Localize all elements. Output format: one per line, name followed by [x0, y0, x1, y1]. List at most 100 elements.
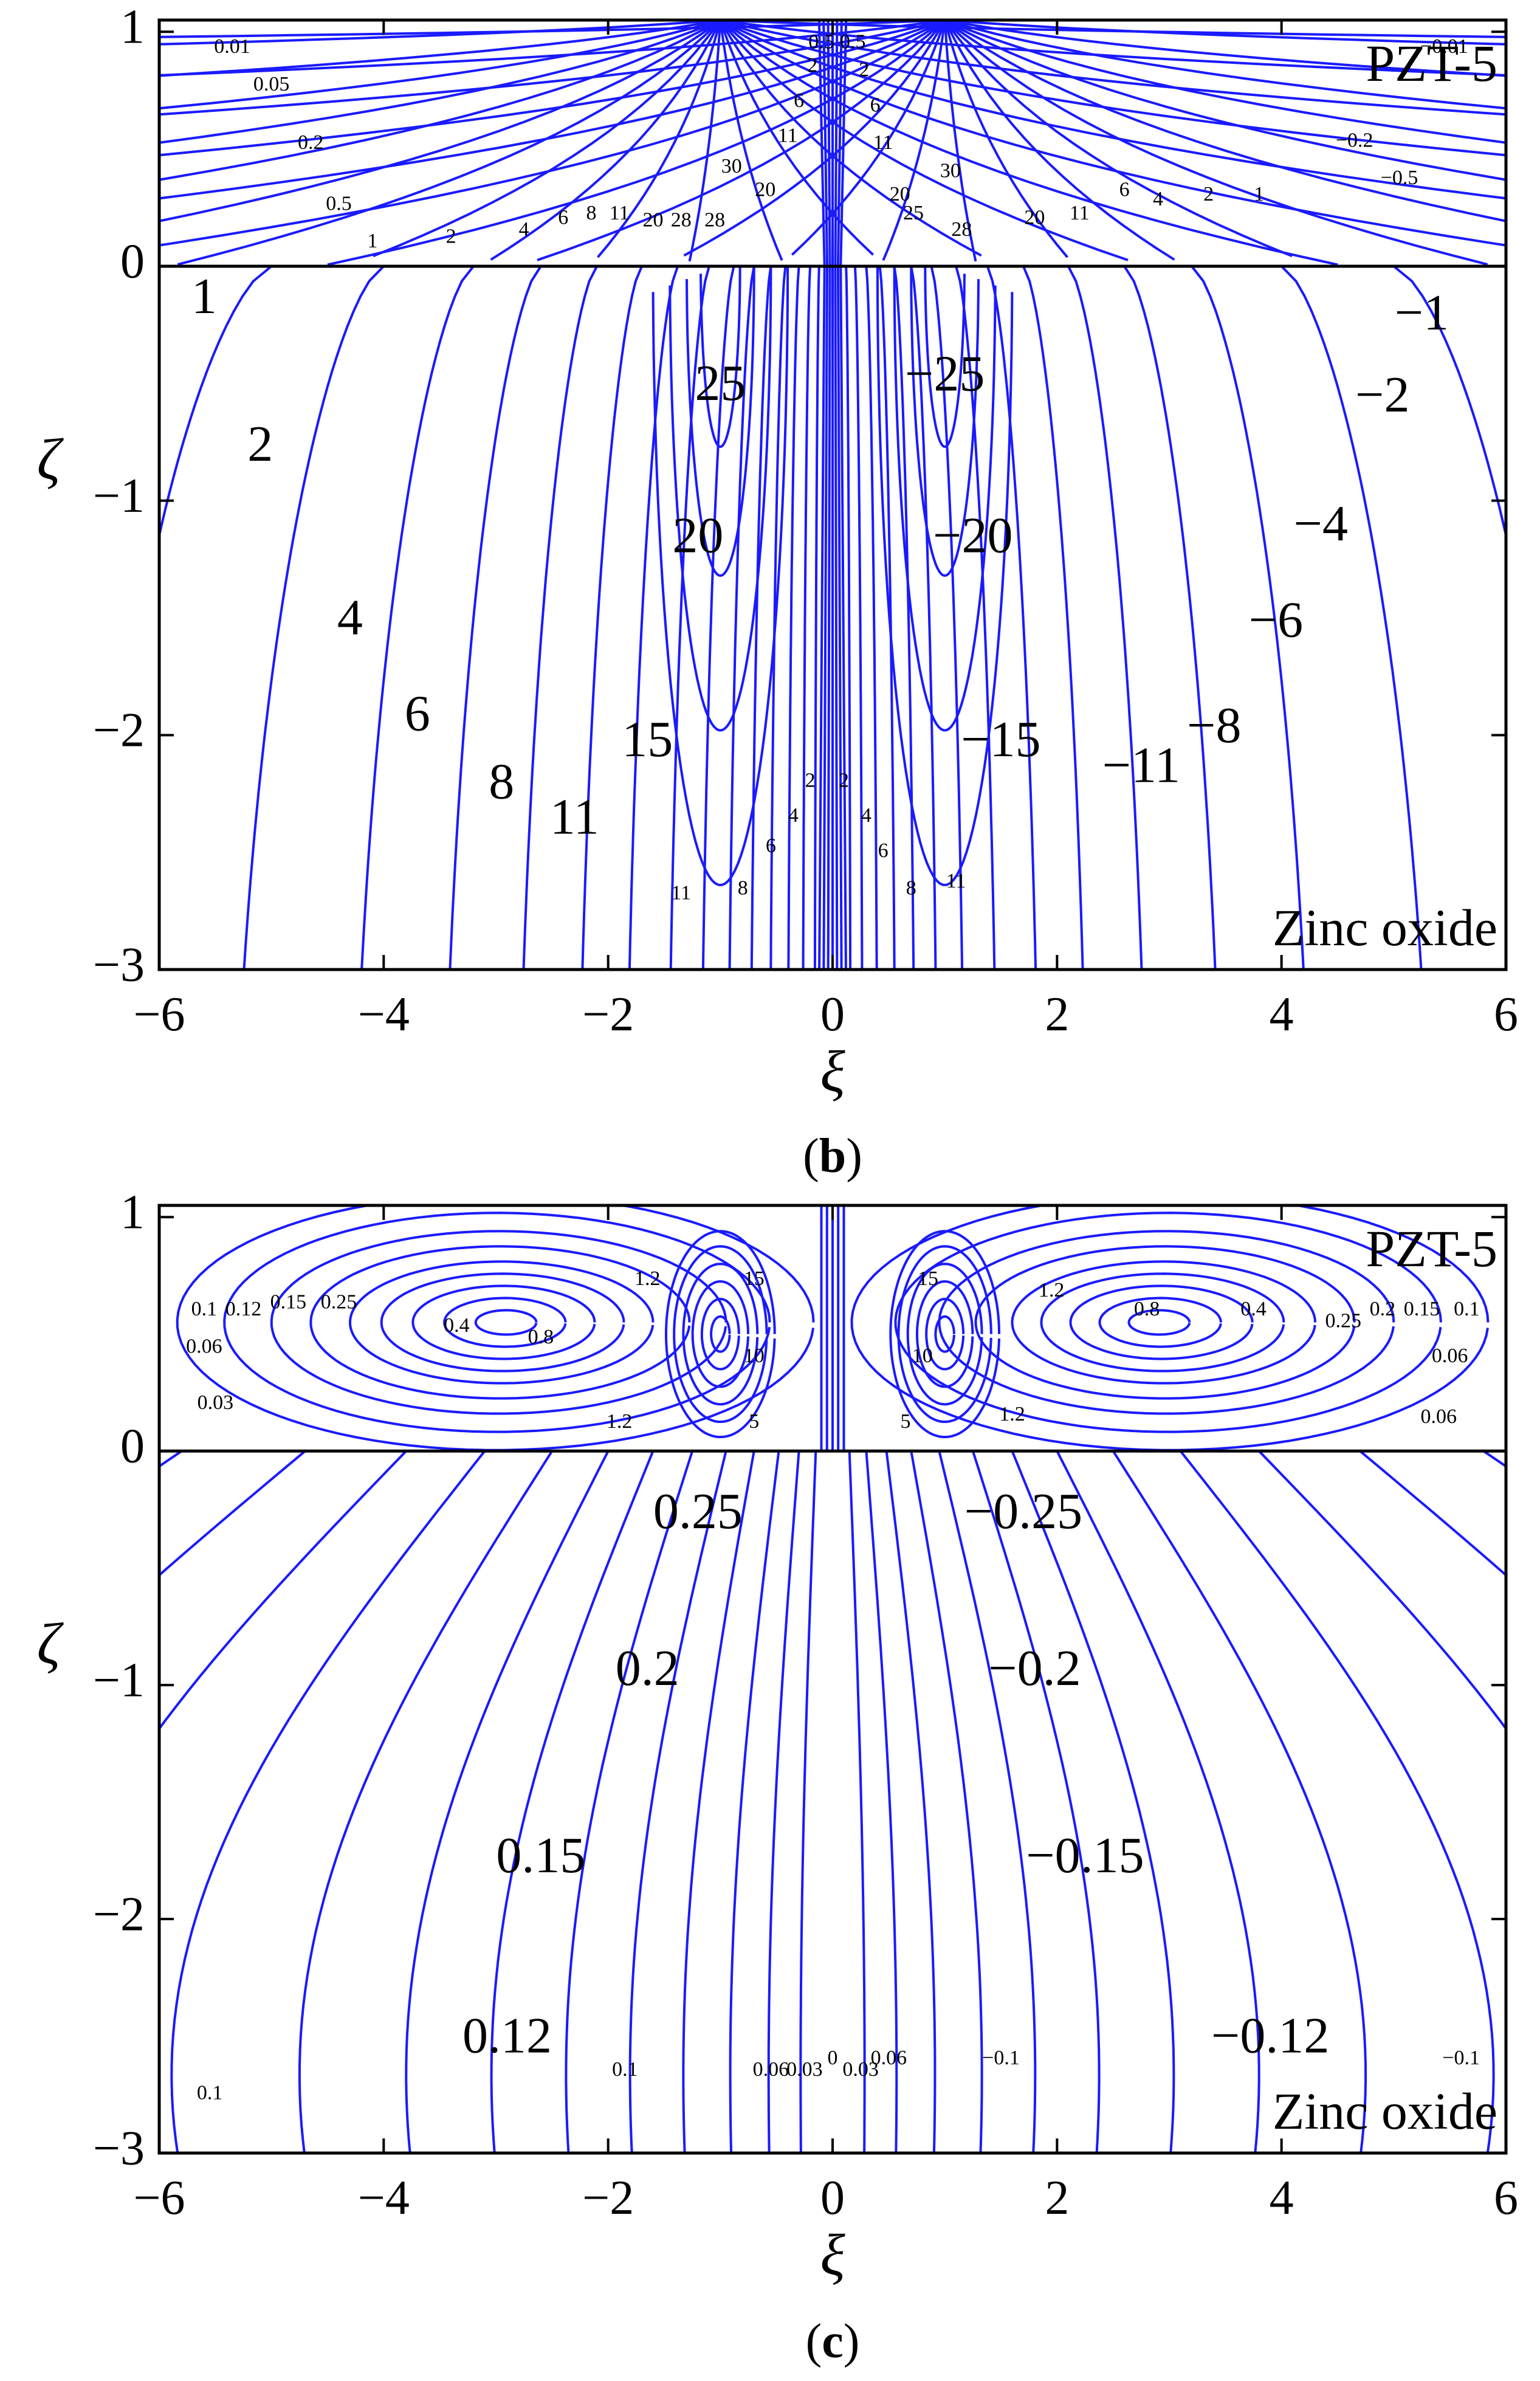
- contour-label: 0.12: [462, 2008, 552, 2064]
- contour-line-lower: [813, 266, 820, 970]
- contour-label: −15: [961, 711, 1040, 768]
- contour-loop-upper: [270, 1230, 727, 1415]
- lower-material-label: Zinc oxide: [1273, 2082, 1497, 2140]
- contour-line-upper: [537, 20, 946, 261]
- contour-loop-upper: [348, 1260, 655, 1385]
- contour-label: 25: [695, 355, 746, 412]
- contour-line-lower: [728, 266, 755, 970]
- contour-label: 0.25: [653, 1483, 743, 1540]
- contour-line-upper: [159, 20, 721, 77]
- contour-label-small: 0.2: [298, 131, 324, 154]
- contour-label-small: 0.2: [1370, 1298, 1396, 1320]
- contour-loop-lower: [686, 266, 755, 577]
- y-tick-label: −1: [93, 1653, 145, 1707]
- contour-label-small: 15: [918, 1267, 938, 1290]
- contour-line-upper: [944, 20, 1506, 144]
- contour-loop-upper: [673, 1245, 768, 1423]
- contour-line-lower: [767, 1451, 800, 2153]
- contour-loop-upper: [223, 1211, 771, 1433]
- contour-line-upper: [159, 20, 721, 110]
- contour-loop-upper: [1011, 1260, 1317, 1385]
- contour-label-small: −0.1: [982, 2047, 1020, 2069]
- x-tick-label: −6: [133, 2171, 185, 2225]
- contour-line-lower: [449, 265, 542, 970]
- y-tick-label: 1: [120, 1, 145, 54]
- contour-line-upper: [944, 20, 1506, 110]
- contour-line-upper: [943, 20, 1175, 261]
- contour-loop-lower: [910, 266, 980, 577]
- x-tick-label: 0: [820, 988, 845, 1041]
- contour-line-lower: [298, 1450, 553, 2153]
- contour-line-upper: [373, 20, 721, 258]
- contour-line-lower: [1280, 265, 1423, 970]
- contour-line-upper: [159, 20, 721, 144]
- y-tick-label: −2: [93, 704, 145, 757]
- contour-label-small: 20: [643, 208, 664, 231]
- contour-line-lower: [628, 1450, 727, 2153]
- contour-line-lower: [802, 266, 812, 970]
- contour-label-small: 30: [721, 155, 742, 177]
- contour-label-small: 28: [704, 208, 725, 231]
- contour-label-small: 1.2: [999, 1403, 1025, 1425]
- contour-label-small: 11: [946, 870, 966, 892]
- contour-line-upper: [159, 20, 946, 247]
- y-tick-label: 1: [120, 1186, 145, 1239]
- contour-label-small: 20: [890, 183, 910, 205]
- contour-label-small: 28: [671, 208, 692, 231]
- contour-line-lower: [1123, 265, 1217, 970]
- contour-label-small: 0.06: [871, 2047, 907, 2069]
- contour-label-small: 1: [367, 230, 377, 252]
- contour-label: −0.25: [964, 1483, 1082, 1540]
- contour-line-lower: [885, 1450, 937, 2153]
- contour-label-small: 0.5: [326, 192, 352, 215]
- contour-label: 6: [405, 686, 430, 742]
- contour-label-small: 10: [744, 1345, 765, 1367]
- contour-loop-upper: [925, 1298, 965, 1371]
- contour-loop-upper: [889, 1230, 1000, 1438]
- contour-loop-upper: [1127, 1309, 1191, 1336]
- contour-line-lower: [930, 266, 964, 970]
- upper-material-label: PZT-5: [1366, 34, 1497, 92]
- contour-label-small: 0.5: [840, 30, 866, 53]
- x-tick-label: 4: [1270, 988, 1294, 1041]
- contour-label-small: 4: [519, 218, 529, 241]
- contour-loop-upper: [682, 1263, 759, 1406]
- contour-loop-upper: [1040, 1272, 1285, 1373]
- contour-label-small: 6: [794, 89, 804, 112]
- contour-line-lower: [910, 1450, 983, 2153]
- x-axis-title: ξ: [820, 2222, 845, 2287]
- contour-line-upper: [159, 20, 721, 46]
- panel-caption: (b): [803, 1129, 862, 1183]
- contour-label-small: 0.01: [214, 35, 250, 58]
- contour-line-lower: [986, 266, 1037, 970]
- contour-label: −11: [1102, 737, 1180, 793]
- y-axis-title: ζ: [37, 427, 64, 492]
- panel-caption: (c): [806, 2315, 860, 2368]
- contour-label: −0.12: [1211, 2008, 1329, 2064]
- contour-label: 1: [191, 268, 217, 325]
- contour-label-small: 8: [586, 202, 596, 224]
- contour-label-small: 1.2: [607, 1410, 633, 1433]
- contour-line-upper: [882, 20, 946, 261]
- contour-loop-upper: [934, 1315, 955, 1353]
- contour-line-lower: [1191, 265, 1305, 970]
- contour-loop-upper: [380, 1272, 625, 1373]
- contour-label-small: 0.8: [1134, 1298, 1160, 1320]
- contour-line-lower: [522, 266, 598, 970]
- contour-loop-lower: [876, 266, 1014, 886]
- contour-line-upper: [720, 20, 1506, 247]
- x-tick-label: 6: [1494, 988, 1518, 1041]
- contour-loop-upper: [974, 1245, 1356, 1400]
- contour-label-small: 0.8: [528, 1326, 554, 1348]
- y-tick-label: −3: [93, 2121, 145, 2175]
- contour-loop-upper: [411, 1284, 596, 1360]
- contour-line-lower: [159, 1450, 306, 1577]
- contour-label: 20: [672, 507, 723, 563]
- contour-label-small: 11: [873, 131, 893, 154]
- contour-line-lower: [955, 266, 996, 970]
- contour-line-lower: [848, 1451, 866, 2153]
- contour-line-upper: [159, 20, 721, 181]
- contour-label-small: 0.03: [842, 2058, 879, 2081]
- contour-label: −6: [1249, 591, 1303, 648]
- contour-line-center: [822, 20, 829, 970]
